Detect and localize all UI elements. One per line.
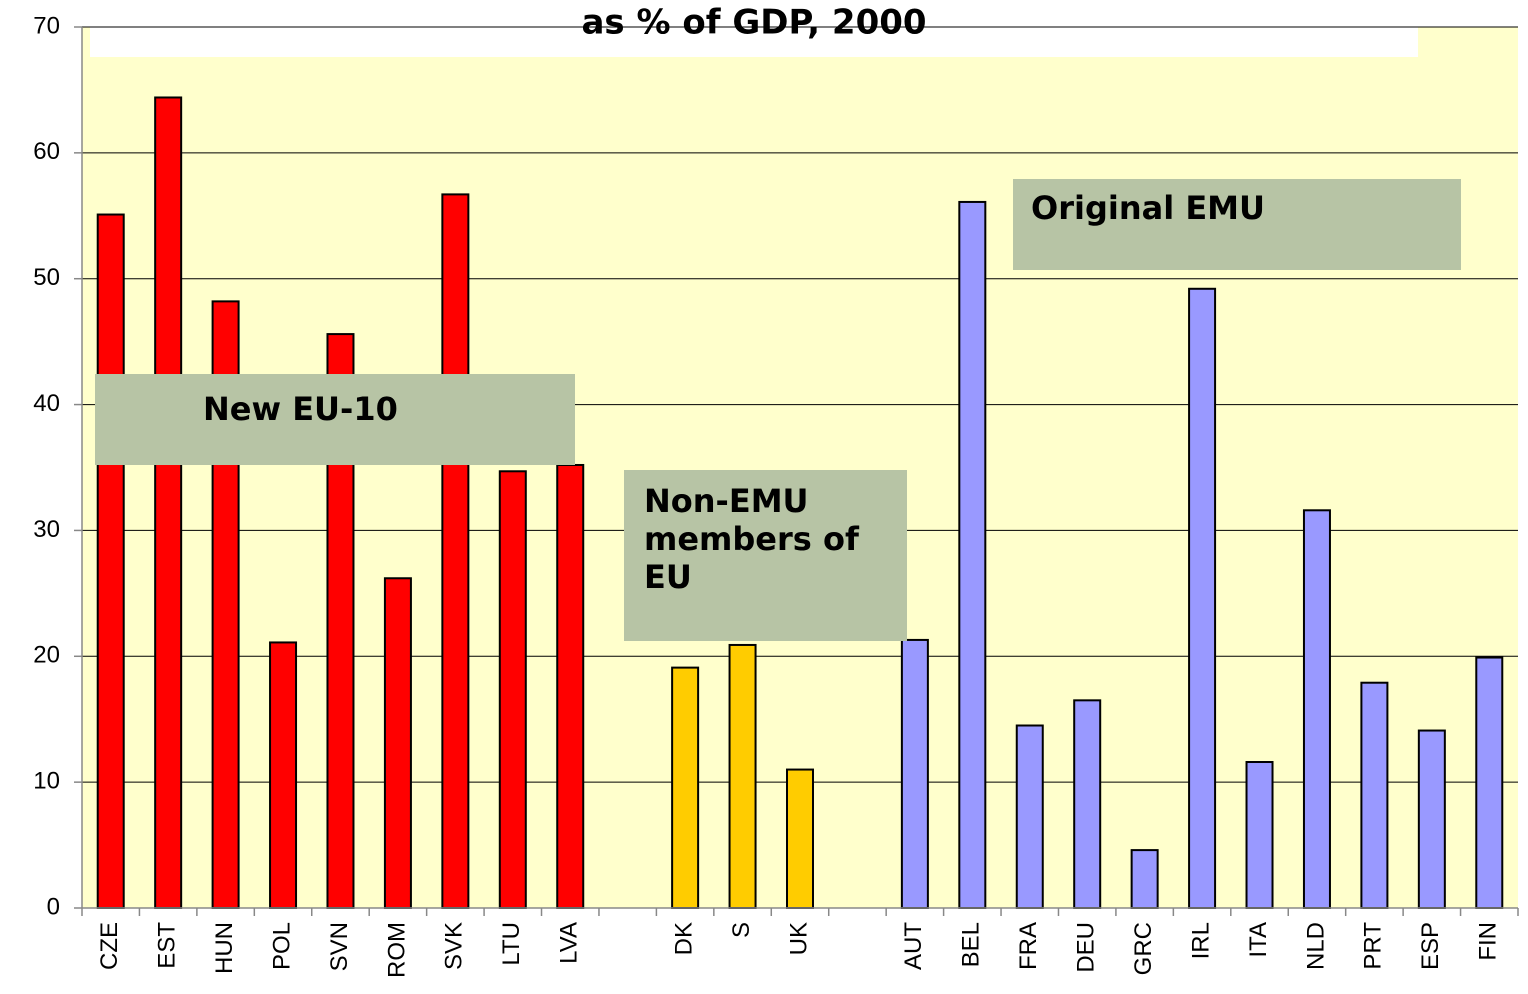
annotation: New EU-10 [95,374,575,465]
x-tick-label: HUN [211,922,238,974]
bar [1302,509,1331,909]
y-tick-label: 40 [33,390,60,417]
bar [786,768,814,909]
bar [1360,681,1389,909]
bar [1188,287,1217,910]
x-tick-label: EST [154,922,181,969]
y-tick-label: 50 [33,264,60,291]
bar [498,470,527,909]
bar [154,96,183,910]
x-tick-label: ESP [1417,922,1444,970]
bar [1130,849,1159,909]
bar [1245,761,1274,910]
y-tick-label: 70 [33,12,60,39]
x-tick-label: DEU [1073,922,1100,973]
annotation: Non-EMU members of EU [624,470,907,641]
x-tick-label: DK [670,922,697,955]
x-tick-label: FIN [1475,922,1502,961]
x-tick-label: POL [268,922,295,970]
title-box [90,0,1418,57]
bar [1073,699,1102,909]
bar [1417,729,1446,910]
x-tick-label: AUT [900,922,927,970]
x-tick-label: SVN [326,922,353,971]
bar [96,213,125,909]
x-tick-label: FRA [1015,922,1042,970]
x-tick-label: UK [785,922,812,955]
bar [441,193,470,909]
bar [269,641,298,909]
bar [728,643,757,909]
bar [556,463,585,909]
x-tick-label: ITA [1245,922,1272,958]
x-tick-label: CZE [96,922,123,970]
bars [96,96,1504,910]
x-tick-label: IRL [1187,922,1214,959]
x-tick-label: LVA [556,922,583,964]
y-tick-label: 60 [33,138,60,165]
bar [1475,656,1504,910]
x-tick-label: PRT [1360,922,1387,970]
x-tick-label: NLD [1302,922,1329,970]
y-tick-label: 20 [33,642,60,669]
bar [958,200,987,910]
x-tick-label: GRC [1130,922,1157,975]
y-tick-label: 10 [33,767,60,794]
x-tick-label: SVK [441,922,468,970]
y-tick-label: 0 [47,893,60,920]
bar [900,638,929,909]
annotation: Original EMU [1013,179,1461,270]
chart-title: as % of GDP, 2000 [581,3,926,43]
x-tick-label: ROM [383,922,410,978]
bar [1015,724,1044,909]
x-tick-label: LTU [498,922,525,966]
x-tick-label: BEL [958,922,985,967]
x-tick-label: S [728,922,755,938]
bar [383,577,412,909]
bar [671,666,700,909]
axes: 0 10 20 30 40 50 60 70 CZE EST HUN POL SVN ROM SVK LTU L… [33,12,1519,978]
plot-area [82,27,1518,908]
y-tick-label: 30 [33,516,60,543]
